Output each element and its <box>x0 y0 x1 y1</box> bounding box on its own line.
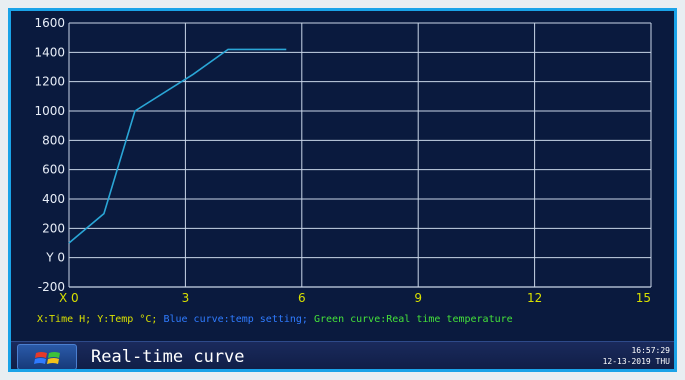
y-tick-label: 1600 <box>34 16 65 30</box>
axis-units-text: X:Time H; Y:Temp °C; <box>37 314 157 325</box>
green-curve-legend: Green curve:Real time temperature <box>314 314 513 325</box>
x-tick-label: 3 <box>182 291 190 305</box>
home-button[interactable] <box>17 344 77 370</box>
axis-legend-note: X:Time H; Y:Temp °C; Blue curve:temp set… <box>37 314 513 325</box>
y-tick-label: 1000 <box>34 104 65 118</box>
y-tick-label: Y 0 <box>45 251 65 265</box>
x-tick-label: 6 <box>298 291 306 305</box>
x-tick-label: X 0 <box>59 291 79 305</box>
windows-flag-icon <box>34 350 62 366</box>
clock-display: 16:57:29 12-13-2019 THU <box>603 345 670 367</box>
y-tick-label: 600 <box>42 163 65 177</box>
blue-curve-legend: Blue curve:temp setting; <box>163 314 308 325</box>
clock-time: 16:57:29 <box>603 345 670 356</box>
series-line-temp-setting <box>69 49 286 243</box>
clock-date: 12-13-2019 THU <box>603 356 670 367</box>
y-tick-label: 1400 <box>34 45 65 59</box>
x-tick-label: 9 <box>414 291 422 305</box>
y-tick-label: 400 <box>42 192 65 206</box>
y-tick-label: 200 <box>42 221 65 235</box>
screen-title: Real-time curve <box>91 347 245 367</box>
y-tick-label: 1200 <box>34 75 65 89</box>
bottom-status-bar: Real-time curve 16:57:29 12-13-2019 THU <box>11 341 674 372</box>
y-tick-label: 800 <box>42 133 65 147</box>
x-tick-label: 15 <box>636 291 651 305</box>
x-tick-label: 12 <box>527 291 542 305</box>
